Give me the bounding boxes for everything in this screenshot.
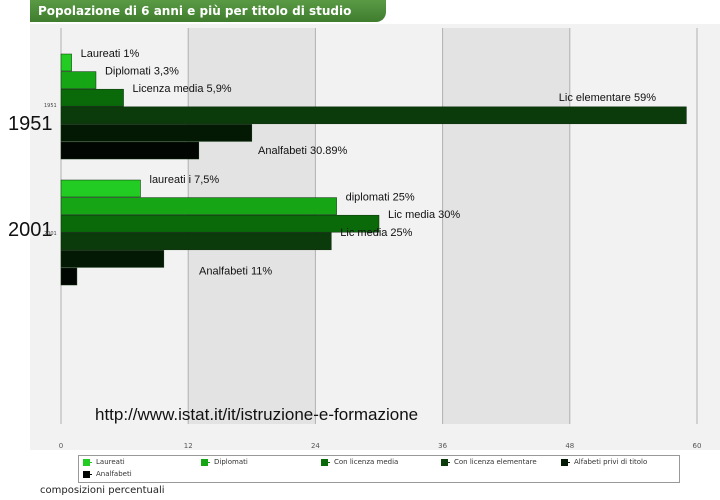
grid-band (442, 28, 570, 424)
legend-label: Con licenza media (334, 458, 399, 466)
bar-data-label: Diplomati 3,3% (105, 66, 179, 78)
year-small-label: 1951 (44, 103, 57, 109)
x-tick-label: 48 (565, 442, 574, 450)
legend-swatch (83, 458, 92, 466)
legend-label: Laureati (96, 458, 125, 466)
year-label: 2001 (8, 219, 53, 241)
x-tick-label: 24 (311, 442, 320, 450)
chart-title: Popolazione di 6 anni e più per titolo d… (38, 4, 352, 18)
legend-swatch (321, 458, 330, 466)
x-tick-label: 36 (438, 442, 447, 450)
bar-2001-0 (60, 179, 141, 198)
legend-label: Analfabeti (96, 470, 132, 478)
bar-data-label: Analfabeti 30.89% (258, 145, 348, 157)
bar-2001-1 (60, 197, 337, 215)
year-small-label: 2001 (44, 231, 57, 237)
bar-chart: 0 12 24 36 48 60 Laureati 1% Diplomati 3,3% Lice… (8, 28, 702, 450)
legend-swatch (441, 458, 450, 466)
bar-2001-5 (60, 267, 78, 286)
legend-swatch (201, 458, 210, 466)
legend-item: Alfabeti privi di titolo (561, 457, 647, 467)
footer-note: composizioni percentuali (40, 485, 165, 496)
bar-2001-4 (60, 250, 165, 268)
bar-1951-2 (60, 88, 124, 107)
bar-data-label: Lic elementare 59% (559, 92, 656, 104)
bar-data-label: Lic media 30% (388, 209, 460, 221)
legend-swatch (83, 470, 92, 478)
chart-legend: Laureati Diplomati Con licenza media Con li… (78, 455, 680, 483)
legend-swatch (561, 458, 570, 466)
bar-1951-3 (60, 106, 687, 125)
bar-data-label: Analfabeti 11% (199, 265, 272, 277)
bar-data-label: Licenza media 5,9% (133, 83, 232, 95)
bar-1951-4 (60, 124, 253, 142)
legend-label: Diplomati (214, 458, 248, 466)
bar-2001-2 (60, 214, 380, 233)
bar-1951-5 (60, 141, 200, 160)
x-tick-label: 12 (184, 442, 193, 450)
source-url: http://www.istat.it/it/istruzione-e-form… (95, 405, 418, 424)
legend-item: Diplomati (201, 457, 248, 467)
legend-item: Con licenza media (321, 457, 398, 467)
legend-label: Alfabeti privi di titolo (574, 458, 648, 466)
chart-area: 0 12 24 36 48 60 Laureati 1% Diplomati 3,3% Lice… (8, 24, 720, 450)
year-label: 1951 (8, 113, 53, 135)
bar-data-label: Laureati 1% (81, 48, 140, 60)
bar-2001-3 (60, 232, 332, 251)
legend-item: Laureati (83, 457, 125, 467)
x-tick-label: 60 (693, 442, 702, 450)
chart-title-bar: Popolazione di 6 anni e più per titolo d… (30, 0, 386, 22)
x-tick-label: 0 (59, 442, 63, 450)
bar-1951-1 (60, 71, 97, 89)
bar-data-label: Lic media 25% (340, 227, 412, 239)
bar-data-label: laureati i 7,5% (150, 174, 220, 186)
legend-label: Con licenza elementare (454, 458, 537, 466)
legend-item: Con licenza elementare (441, 457, 537, 467)
legend-item: Analfabeti (83, 469, 132, 479)
bar-data-label: diplomati 25% (346, 192, 415, 204)
bar-1951-0 (60, 53, 72, 72)
